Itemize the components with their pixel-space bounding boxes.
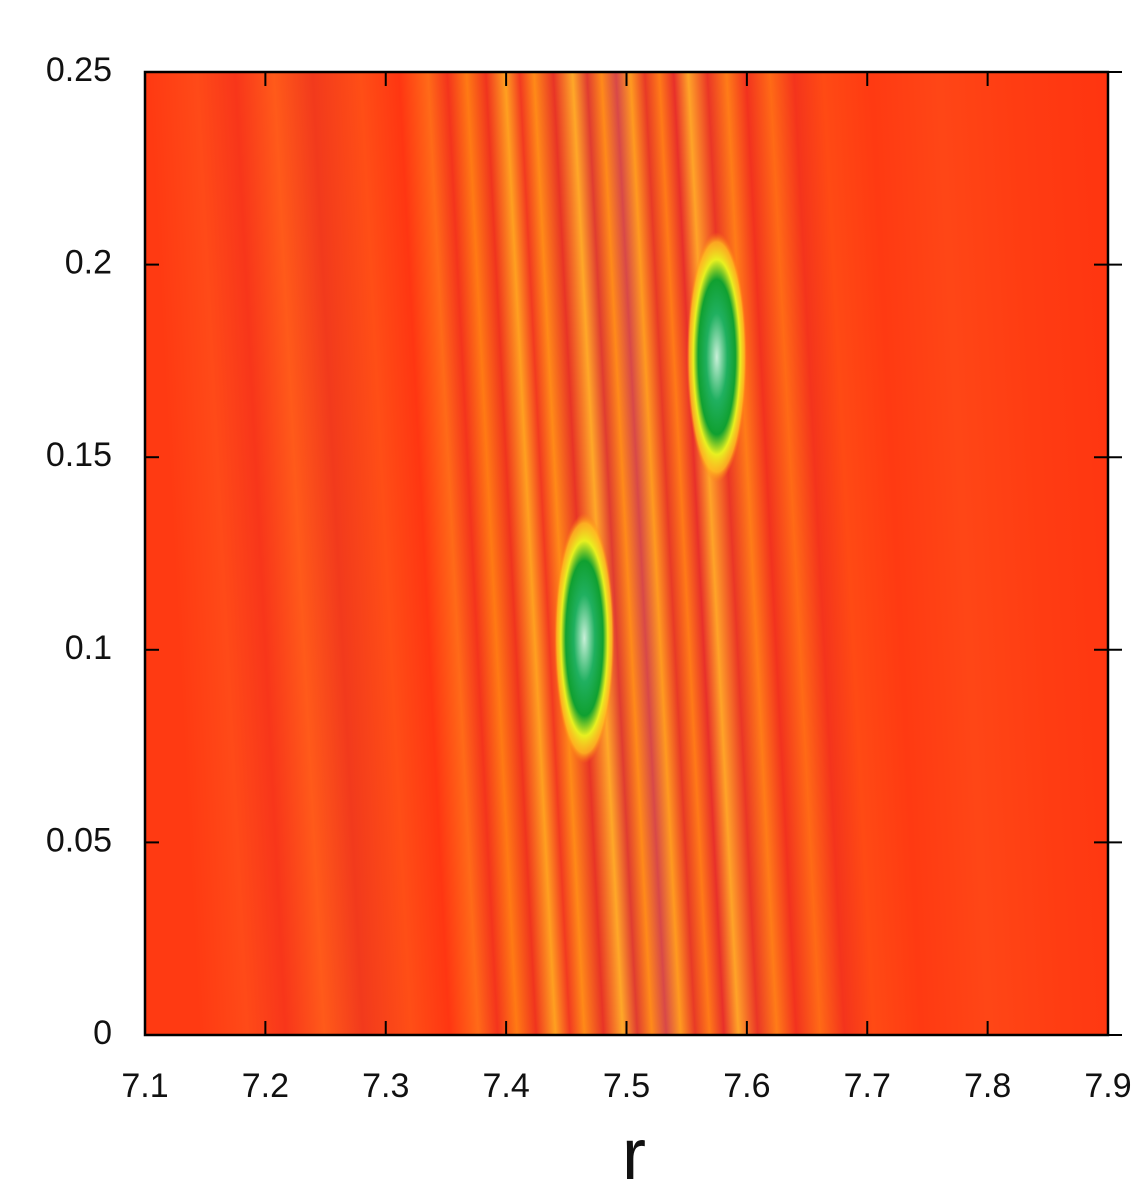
x-tick-label: 7.7 <box>844 1067 891 1105</box>
x-tick-label: 7.9 <box>1084 1067 1131 1105</box>
y-tick-label: 0 <box>93 1014 112 1052</box>
x-tick-label: 7.2 <box>242 1067 289 1105</box>
peak <box>686 232 747 483</box>
x-tick-label: 7.4 <box>482 1067 529 1105</box>
x-tick-label: 7.1 <box>121 1067 168 1105</box>
y-tick-label: 0.2 <box>65 244 112 282</box>
x-axis-label: r <box>622 1115 646 1195</box>
y-tick-label: 0.05 <box>46 821 112 859</box>
plot-area <box>554 232 747 764</box>
y-tick-label: 0.15 <box>46 436 112 474</box>
y-tick-label: 0.25 <box>46 51 112 89</box>
x-tick-label: 7.3 <box>362 1067 409 1105</box>
x-tick-label: 7.8 <box>964 1067 1011 1105</box>
peak <box>554 513 615 764</box>
heatmap-field <box>145 72 1108 1035</box>
y-tick-label: 0.1 <box>65 629 112 667</box>
x-tick-label: 7.5 <box>603 1067 650 1105</box>
x-tick-label: 7.6 <box>723 1067 770 1105</box>
